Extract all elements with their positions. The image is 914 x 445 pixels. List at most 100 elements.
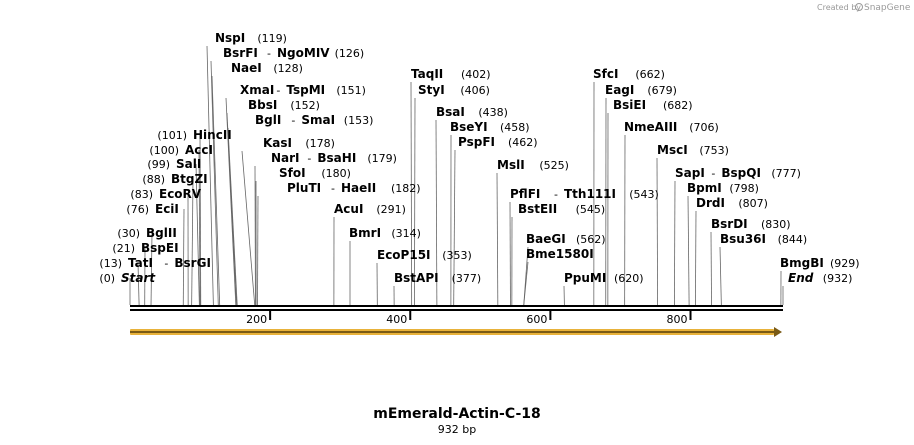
site-position: (406) bbox=[460, 84, 490, 97]
enzyme-name-2: BspQI bbox=[721, 166, 761, 180]
site-position: (21) bbox=[112, 242, 135, 255]
credit-brand: SnapGene bbox=[864, 3, 911, 13]
name-separator: - bbox=[267, 47, 271, 60]
enzyme-name: BaeGI bbox=[526, 232, 566, 246]
leader-line bbox=[695, 210, 697, 306]
enzyme-name: End bbox=[788, 271, 814, 285]
enzyme-name: XmaI bbox=[240, 83, 274, 97]
site-position: (377) bbox=[452, 272, 482, 285]
site-position: (662) bbox=[635, 68, 665, 81]
enzyme-name: BspEI bbox=[141, 241, 179, 255]
enzyme-name: HincII bbox=[193, 128, 232, 142]
enzyme-name: SfoI bbox=[279, 166, 306, 180]
leader-line bbox=[674, 180, 676, 306]
enzyme-name-2: NgoMIV bbox=[277, 46, 330, 60]
leader-line bbox=[241, 150, 256, 306]
leader-line bbox=[198, 149, 201, 306]
enzyme-name: NaeI bbox=[231, 61, 262, 75]
name-separator: - bbox=[331, 182, 335, 195]
enzyme-name: DrdI bbox=[696, 196, 725, 210]
leader-line bbox=[191, 178, 194, 306]
leader-line bbox=[137, 262, 140, 306]
feature-arrowhead-icon bbox=[774, 327, 782, 337]
site-position: (13) bbox=[99, 257, 122, 270]
site-position: (291) bbox=[376, 203, 406, 216]
site-position: (180) bbox=[321, 167, 351, 180]
enzyme-name-2: BsaHI bbox=[317, 151, 356, 165]
site-position: (100) bbox=[149, 144, 179, 157]
feature-bar-core bbox=[130, 331, 774, 333]
enzyme-name: EciI bbox=[155, 202, 179, 216]
site-position: (525) bbox=[539, 159, 569, 172]
name-separator: - bbox=[711, 167, 715, 180]
site-position: (402) bbox=[461, 68, 491, 81]
site-position: (706) bbox=[689, 121, 719, 134]
enzyme-name-2: TspMI bbox=[286, 83, 325, 97]
site-position: (545) bbox=[576, 203, 606, 216]
site-position: (620) bbox=[614, 272, 644, 285]
site-position: (151) bbox=[336, 84, 366, 97]
site-position: (126) bbox=[335, 47, 365, 60]
enzyme-name: EagI bbox=[605, 83, 634, 97]
ruler-tick-label: 400 bbox=[386, 313, 407, 326]
enzyme-name: Bme1580I bbox=[526, 247, 594, 261]
site-position: (932) bbox=[823, 272, 853, 285]
leader-line bbox=[206, 45, 214, 306]
enzyme-name: BseYI bbox=[450, 120, 488, 134]
name-separator: - bbox=[164, 257, 168, 270]
site-position: (753) bbox=[699, 144, 729, 157]
enzyme-name: BmrI bbox=[349, 226, 381, 240]
enzyme-name: BstEII bbox=[518, 202, 557, 216]
enzyme-name-2: HaeII bbox=[341, 181, 376, 195]
leader-line bbox=[719, 246, 722, 306]
leader-line bbox=[210, 60, 219, 306]
site-position: (179) bbox=[367, 152, 397, 165]
leader-line bbox=[710, 231, 712, 306]
site-position: (88) bbox=[142, 173, 165, 186]
site-position: (119) bbox=[257, 32, 287, 45]
site-position: (76) bbox=[126, 203, 149, 216]
enzyme-name: KasI bbox=[263, 136, 292, 150]
enzyme-name: MslI bbox=[497, 158, 525, 172]
enzyme-name: StyI bbox=[418, 83, 445, 97]
enzyme-name: SfcI bbox=[593, 67, 618, 81]
backbone-top-strand bbox=[130, 305, 783, 307]
enzyme-name: BsrFI bbox=[223, 46, 258, 60]
snapgene-logo-icon bbox=[855, 3, 863, 11]
ruler-ticks: 200 400 600 800 bbox=[246, 311, 692, 326]
enzyme-name-2: BsrGI bbox=[174, 256, 211, 270]
site-position: (562) bbox=[576, 233, 606, 246]
enzyme-name: BglI bbox=[255, 113, 281, 127]
ruler-tick bbox=[549, 311, 552, 320]
site-position: (679) bbox=[647, 84, 677, 97]
leader-line bbox=[523, 261, 529, 306]
enzyme-name: AccI bbox=[185, 143, 213, 157]
ruler-tick-label: 600 bbox=[526, 313, 547, 326]
feature-arrow[interactable] bbox=[130, 327, 782, 337]
site-position: (153) bbox=[344, 114, 374, 127]
site-position: (152) bbox=[290, 99, 320, 112]
leader-line bbox=[453, 149, 456, 306]
sequence-length: 932 bp bbox=[438, 423, 476, 436]
leader-line bbox=[227, 127, 238, 306]
site-position: (458) bbox=[500, 121, 530, 134]
enzyme-name: PpuMI bbox=[564, 271, 606, 285]
site-position: (682) bbox=[663, 99, 693, 112]
leader-line bbox=[199, 134, 202, 306]
enzyme-name-2: Tth111I bbox=[564, 187, 616, 201]
site-position: (462) bbox=[508, 136, 538, 149]
leader-lines bbox=[129, 45, 784, 306]
snapgene-credit: Created by SnapGene bbox=[817, 3, 911, 13]
enzyme-name: BsrDI bbox=[711, 217, 748, 231]
site-position: (99) bbox=[147, 158, 170, 171]
backbone-bottom-strand bbox=[130, 309, 783, 311]
site-position: (438) bbox=[478, 106, 508, 119]
ruler-tick bbox=[269, 311, 272, 320]
ruler-tick-label: 200 bbox=[246, 313, 267, 326]
enzyme-name: BsiEI bbox=[613, 98, 646, 112]
site-position: (543) bbox=[629, 188, 659, 201]
enzyme-name: PflFI bbox=[510, 187, 540, 201]
enzyme-name: NarI bbox=[271, 151, 300, 165]
enzyme-name-2: SmaI bbox=[301, 113, 335, 127]
site-position: (0) bbox=[99, 272, 115, 285]
